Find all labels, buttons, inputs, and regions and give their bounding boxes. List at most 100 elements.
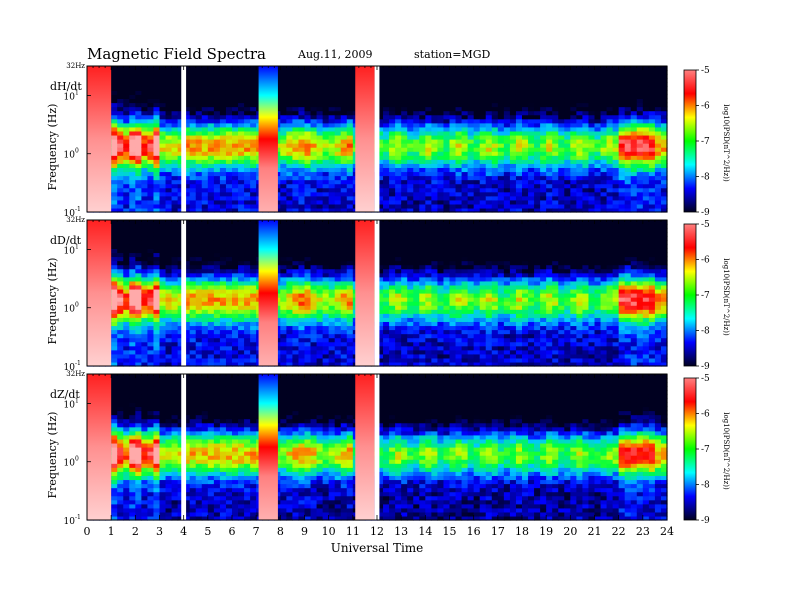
heatmap-cell: [226, 342, 233, 347]
heatmap-cell: [202, 293, 209, 298]
heatmap-cell: [437, 107, 444, 112]
heatmap-cell: [613, 155, 620, 160]
heatmap-cell: [323, 131, 330, 136]
heatmap-cell: [462, 176, 469, 181]
heatmap-cell: [208, 176, 215, 181]
heatmap-cell: [425, 159, 432, 164]
heatmap-cell: [643, 196, 650, 201]
heatmap-cell: [588, 107, 595, 112]
heatmap-cell: [552, 139, 559, 144]
heatmap-cell: [166, 78, 173, 83]
heatmap-cell: [153, 107, 160, 112]
heatmap-cell: [431, 74, 438, 79]
heatmap-cell: [413, 188, 420, 193]
heatmap-cell: [232, 70, 239, 75]
heatmap-cell: [389, 115, 396, 120]
heatmap-cell: [202, 265, 209, 270]
heatmap-cell: [619, 127, 626, 132]
heatmap-cell: [238, 325, 245, 330]
heatmap-cell: [480, 192, 487, 197]
heatmap-cell: [172, 338, 179, 343]
heatmap-cell: [202, 305, 209, 310]
heatmap-cell: [582, 167, 589, 172]
heatmap-cell: [117, 317, 124, 322]
heatmap-cell: [135, 155, 142, 160]
heatmap-cell: [413, 159, 420, 164]
heatmap-cell: [153, 257, 160, 262]
heatmap-cell: [582, 94, 589, 99]
heatmap-cell: [141, 269, 148, 274]
heatmap-cell: [595, 119, 602, 124]
heatmap-cell: [214, 200, 221, 205]
heatmap-cell: [172, 325, 179, 330]
heatmap-cell: [498, 176, 505, 181]
heatmap-cell: [619, 98, 626, 103]
heatmap-cell: [232, 330, 239, 335]
heatmap-cell: [244, 131, 251, 136]
heatmap-cell: [123, 321, 130, 326]
heatmap-cell: [141, 143, 148, 148]
heatmap-cell: [202, 70, 209, 75]
heatmap-cell: [588, 188, 595, 193]
heatmap-cell: [631, 143, 638, 148]
heatmap-cell: [141, 155, 148, 160]
heatmap-cell: [280, 269, 287, 274]
heatmap-cell: [546, 184, 553, 189]
heatmap-cell: [643, 131, 650, 136]
heatmap-cell: [202, 139, 209, 144]
heatmap-cell: [232, 131, 239, 136]
heatmap-cell: [123, 147, 130, 152]
heatmap-cell: [123, 338, 130, 343]
heatmap-cell: [190, 265, 197, 270]
heatmap-cell: [238, 123, 245, 128]
heatmap-cell: [649, 155, 656, 160]
heatmap-cell: [232, 127, 239, 132]
heatmap-cell: [443, 188, 450, 193]
heatmap-cell: [244, 94, 251, 99]
heatmap-cell: [232, 334, 239, 339]
heatmap-cell: [196, 269, 203, 274]
heatmap-cell: [323, 151, 330, 156]
heatmap-cell: [286, 269, 293, 274]
heatmap-cell: [111, 143, 118, 148]
heatmap-cell: [117, 244, 124, 249]
heatmap-cell: [480, 107, 487, 112]
heatmap-cell: [450, 123, 457, 128]
heatmap-cell: [534, 196, 541, 201]
heatmap-cell: [147, 293, 154, 298]
heatmap-cell: [292, 325, 299, 330]
heatmap-cell: [166, 196, 173, 201]
heatmap-cell: [492, 123, 499, 128]
heatmap-cell: [395, 155, 402, 160]
heatmap-cell: [190, 180, 197, 185]
heatmap-cell: [129, 325, 136, 330]
heatmap-cell: [540, 127, 547, 132]
heatmap-cell: [546, 143, 553, 148]
heatmap-cell: [166, 82, 173, 87]
heatmap-cell: [123, 74, 130, 79]
heatmap-cell: [172, 313, 179, 318]
heatmap-cell: [613, 86, 620, 91]
heatmap-cell: [588, 184, 595, 189]
heatmap-cell: [510, 82, 517, 87]
heatmap-cell: [341, 70, 348, 75]
heatmap-cell: [111, 74, 118, 79]
heatmap-cell: [208, 94, 215, 99]
heatmap-cell: [208, 123, 215, 128]
heatmap-cell: [468, 180, 475, 185]
heatmap-cell: [595, 74, 602, 79]
heatmap-cell: [238, 127, 245, 132]
heatmap-cell: [292, 358, 299, 363]
heatmap-cell: [456, 155, 463, 160]
heatmap-cell: [546, 74, 553, 79]
heatmap-cell: [329, 159, 336, 164]
heatmap-cell: [244, 167, 251, 172]
heatmap-cell: [196, 325, 203, 330]
heatmap-cell: [117, 346, 124, 351]
heatmap-cell: [323, 86, 330, 91]
heatmap-cell: [619, 107, 626, 112]
heatmap-cell: [117, 90, 124, 95]
heatmap-cell: [498, 70, 505, 75]
heatmap-cell: [214, 354, 221, 359]
heatmap-cell: [401, 94, 408, 99]
